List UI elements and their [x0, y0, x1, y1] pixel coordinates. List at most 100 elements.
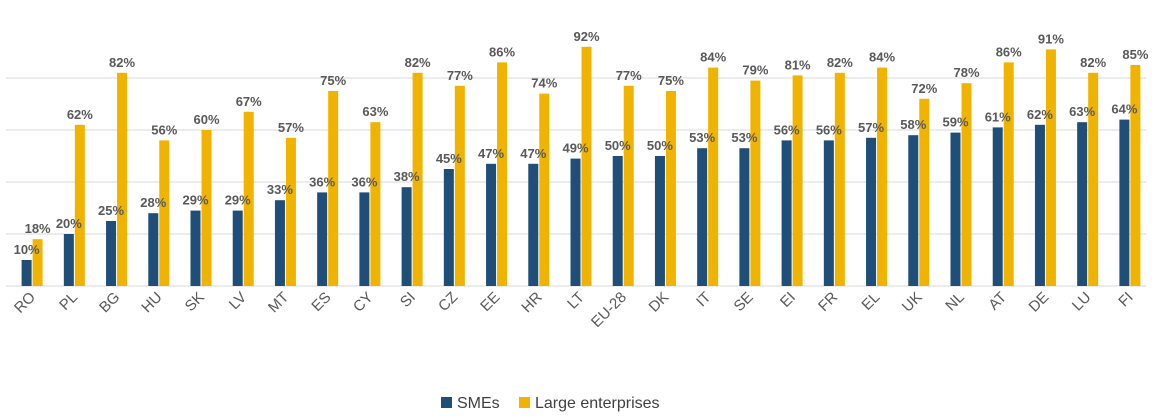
value-label-large-enterprises-hu: 56%	[151, 122, 177, 137]
bar-large-enterprises-cy	[370, 122, 381, 286]
bar-large-enterprises-ei	[792, 75, 803, 287]
bar-smes-at	[992, 127, 1003, 287]
x-tick-at: AT	[985, 289, 1010, 314]
value-label-large-enterprises-hr: 74%	[531, 76, 557, 91]
bar-large-enterprises-si	[412, 72, 423, 286]
value-label-smes-fr: 56%	[816, 122, 842, 137]
x-tick-dk: DK	[646, 289, 673, 316]
value-label-large-enterprises-se: 79%	[742, 63, 768, 78]
bar-smes-pl	[63, 234, 74, 286]
value-label-large-enterprises-it: 84%	[700, 50, 726, 65]
value-label-smes-lv: 29%	[225, 193, 251, 208]
bar-smes-it	[697, 148, 708, 286]
value-label-large-enterprises-sk: 60%	[193, 112, 219, 127]
x-axis-ticks: RO PL BG HU SK LV MT ES CY SI CZ EE HR LT EU-28 DK IT SE E…	[11, 289, 1137, 331]
bar-smes-uk	[908, 135, 919, 286]
value-label-large-enterprises-mt: 57%	[278, 120, 304, 135]
value-label-smes-cy: 36%	[351, 174, 377, 189]
x-tick-bg: BG	[96, 289, 123, 316]
x-tick-cy: CY	[350, 289, 377, 316]
bar-large-enterprises-de	[1045, 49, 1056, 287]
value-label-large-enterprises-lt: 92%	[573, 29, 599, 44]
value-label-large-enterprises-lu: 82%	[1080, 55, 1106, 70]
value-label-large-enterprises-cz: 77%	[447, 68, 473, 83]
bar-smes-dk	[654, 156, 665, 286]
bar-smes-ro	[21, 260, 32, 286]
bar-large-enterprises-cz	[454, 85, 465, 286]
bar-large-enterprises-uk	[919, 98, 930, 286]
value-label-smes-it: 53%	[689, 130, 715, 145]
bar-smes-sk	[190, 210, 201, 286]
bar-large-enterprises-dk	[665, 91, 676, 286]
x-tick-it: IT	[693, 289, 714, 310]
value-label-large-enterprises-si: 82%	[405, 55, 431, 70]
bar-smes-si	[401, 187, 412, 286]
value-label-smes-bg: 25%	[98, 203, 124, 218]
bar-large-enterprises-el	[877, 67, 888, 286]
value-label-smes-uk: 58%	[900, 117, 926, 132]
bar-large-enterprises-fi	[1130, 65, 1141, 286]
x-tick-mt: MT	[265, 289, 292, 316]
bar-large-enterprises-mt	[285, 137, 296, 286]
value-label-large-enterprises-fi: 85%	[1122, 47, 1148, 62]
value-label-smes-ee: 47%	[478, 146, 504, 161]
value-label-large-enterprises-at: 86%	[996, 44, 1022, 59]
value-label-large-enterprises-ro: 18%	[25, 221, 51, 236]
bar-smes-ei	[781, 140, 792, 286]
bar-smes-bg	[106, 221, 117, 286]
value-label-large-enterprises-eu-28: 77%	[616, 68, 642, 83]
bar-smes-eu-28	[612, 156, 623, 286]
legend-label-smes: SMEs	[457, 395, 500, 412]
legend: SMEs Large enterprises	[441, 395, 660, 412]
x-tick-de: DE	[1026, 289, 1053, 316]
value-labels: 10% 18% 20% 62% 25% 82% 28% 56% 29% 60% 29% 67% 33% 5…	[14, 29, 1149, 257]
bar-large-enterprises-it	[708, 67, 719, 286]
bar-smes-lt	[570, 158, 581, 286]
value-label-large-enterprises-de: 91%	[1038, 31, 1064, 46]
value-label-large-enterprises-ee: 86%	[489, 44, 515, 59]
bar-large-enterprises-nl	[961, 83, 972, 286]
value-label-smes-hr: 47%	[520, 146, 546, 161]
value-label-smes-at: 61%	[985, 109, 1011, 124]
value-label-smes-ei: 56%	[774, 122, 800, 137]
value-label-smes-fi: 64%	[1111, 102, 1137, 117]
value-label-smes-cz: 45%	[436, 151, 462, 166]
bar-smes-se	[739, 148, 750, 286]
x-tick-pl: PL	[56, 289, 81, 314]
x-tick-ei: EI	[777, 289, 799, 311]
bar-large-enterprises-lu	[1088, 72, 1099, 286]
value-label-large-enterprises-ei: 81%	[785, 57, 811, 72]
bar-smes-lv	[232, 210, 243, 286]
bar-smes-ee	[486, 163, 497, 286]
x-tick-ro: RO	[11, 289, 39, 317]
bar-large-enterprises-ee	[497, 62, 508, 287]
bar-smes-fr	[823, 140, 834, 286]
value-label-large-enterprises-lv: 67%	[236, 94, 262, 109]
bar-smes-hr	[528, 163, 539, 286]
x-tick-es: ES	[308, 289, 334, 315]
value-label-smes-es: 36%	[309, 174, 335, 189]
value-label-smes-hu: 28%	[140, 195, 166, 210]
x-tick-se: SE	[731, 289, 757, 315]
x-tick-lv: LV	[226, 289, 250, 313]
value-label-smes-eu-28: 50%	[605, 138, 631, 153]
bar-large-enterprises-ro	[32, 239, 43, 286]
legend-swatch-smes	[441, 397, 452, 408]
bar-smes-el	[866, 137, 877, 286]
bar-large-enterprises-se	[750, 80, 761, 286]
bar-smes-lu	[1077, 122, 1088, 286]
x-tick-cz: CZ	[435, 289, 461, 315]
value-label-smes-lt: 49%	[562, 141, 588, 156]
x-tick-uk: UK	[899, 289, 926, 316]
x-tick-fr: FR	[815, 289, 841, 315]
value-label-smes-se: 53%	[731, 130, 757, 145]
bar-smes-cy	[359, 192, 370, 286]
value-label-smes-lu: 63%	[1069, 104, 1095, 119]
bar-large-enterprises-pl	[74, 124, 85, 286]
bar-smes-nl	[950, 132, 961, 286]
bar-large-enterprises-at	[1003, 62, 1014, 287]
x-tick-lu: LU	[1069, 289, 1095, 315]
x-tick-el: EL	[858, 289, 883, 314]
